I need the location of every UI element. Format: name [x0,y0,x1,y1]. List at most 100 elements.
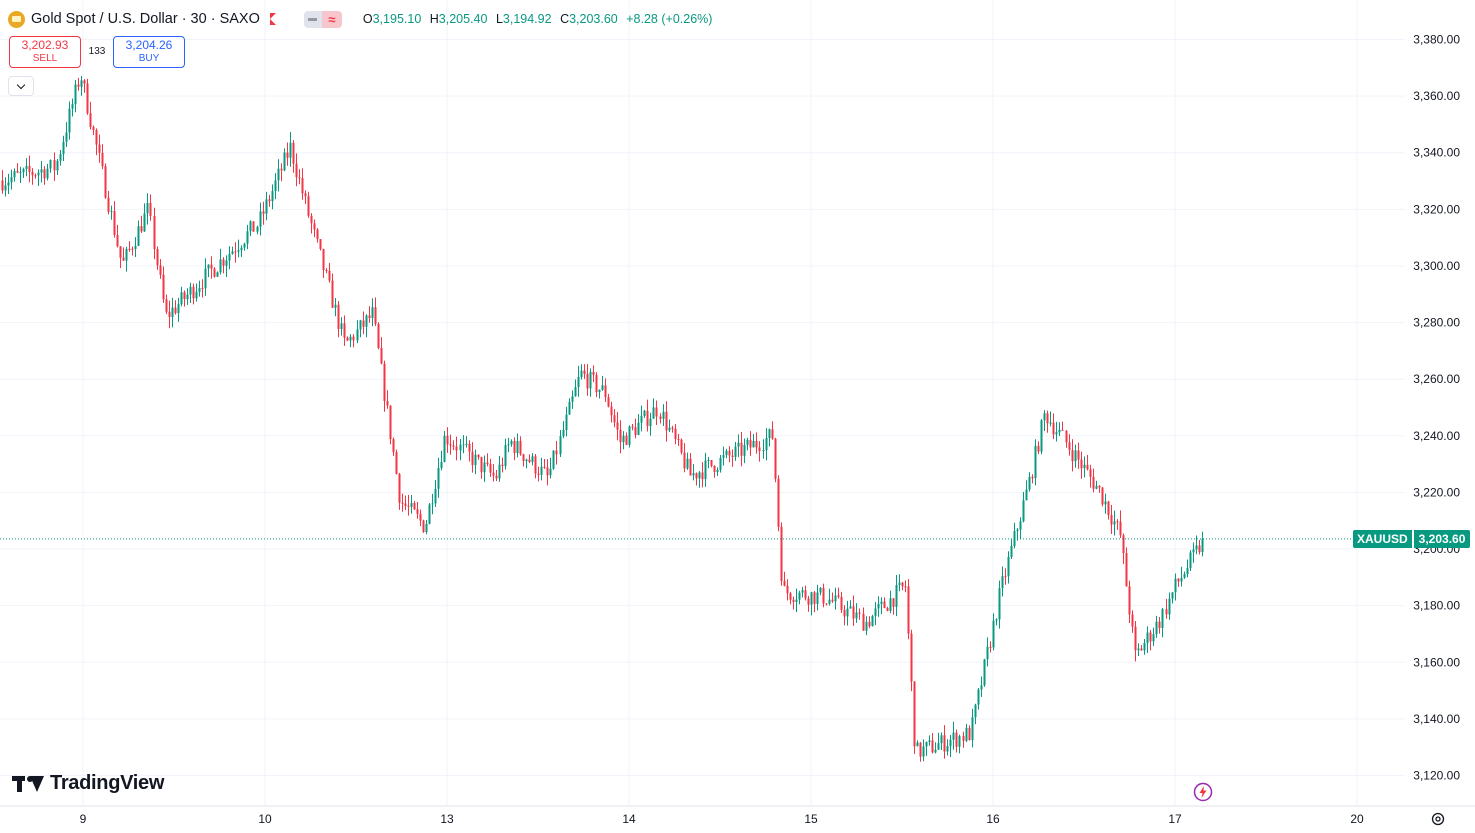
candle-body [304,193,307,197]
symbol-title[interactable]: Gold Spot / U.S. Dollar · 30 · SAXO [31,11,260,27]
candle-body [1016,529,1019,532]
candle-body [46,168,49,179]
candle-body [40,169,43,173]
candle-body [871,615,874,627]
minus-icon[interactable] [303,10,322,28]
candle-body [219,259,222,273]
time-axis[interactable]: 9 10 13 14 15 16 17 20 [80,812,1364,826]
candle-body [1165,609,1168,615]
candle-body [416,509,419,514]
candle-body [613,415,616,423]
candle-body [356,329,359,341]
candle-body [571,396,574,402]
candle-body [280,168,283,171]
candle-body [1125,552,1128,587]
candle-body [816,592,819,604]
candle-body [1137,648,1140,651]
candle-body [1113,521,1116,525]
market-closed-flag-icon[interactable] [269,13,276,25]
candle-body [116,234,119,247]
candle-body [892,598,895,607]
candle-body [80,80,83,87]
candle-body [446,435,449,445]
candle-body [222,259,225,266]
flash-icon[interactable] [1193,782,1213,802]
candle-body [749,439,752,448]
y-tick-label: 3,260.00 [1413,372,1460,386]
candle-body [25,165,28,169]
candle-body [1149,632,1152,642]
candle-body [895,584,898,607]
candle-body [655,407,658,417]
wave-icon[interactable]: ≈ [321,10,342,28]
candle-body [659,416,662,419]
candle-body [286,152,289,158]
candle-body [865,621,868,631]
candle-body [149,202,152,216]
candle-body [449,444,452,446]
candle-body [143,213,146,232]
tradingview-logo[interactable]: TradingView [12,772,164,795]
candle-body [586,373,589,389]
candle-body [240,247,243,251]
candle-body [34,175,37,177]
gear-icon[interactable] [1430,811,1446,827]
candle-body [534,456,537,474]
candle-body [56,160,59,171]
candle-body [7,182,10,186]
sell-button[interactable]: 3,202.93 SELL [9,35,81,68]
candle-body [840,596,843,610]
candle-body [434,488,437,504]
candle-body [874,608,877,616]
candle-body [177,304,180,314]
candle-body [174,307,177,314]
low-value: 3,194.92 [502,12,552,26]
candle-body [1140,648,1143,651]
candle-body [19,172,22,174]
candle-body [83,80,86,84]
candle-body [904,586,907,588]
candle-body [710,459,713,466]
indicator-pill[interactable]: ≈ [303,10,342,28]
candle-body [1004,576,1007,578]
candle-body [1107,501,1110,516]
candle-body [922,746,925,757]
candle-body [28,165,31,172]
candle-body [237,250,240,252]
candle-body [1034,445,1037,479]
candle-body [1180,577,1183,582]
last-price-symbol: XAUUSD [1353,529,1412,548]
candle-body [877,603,880,609]
candle-body [725,450,728,456]
candle-body [107,197,110,212]
x-tick-label: 20 [1350,812,1364,826]
candle-body [886,607,889,611]
candle-body [783,581,786,586]
price-axis[interactable]: 3,380.00 3,360.00 3,340.00 3,320.00 3,300.00… [1413,33,1460,783]
candle-body [489,464,492,473]
candle-body [431,503,434,505]
candle-body [407,505,410,507]
candle-body [1101,487,1104,505]
y-tick-label: 3,180.00 [1413,599,1460,613]
candle-body [758,447,761,452]
candle-body [328,270,331,281]
candle-body [65,132,68,142]
candle-body [213,268,216,277]
candle-body [325,270,328,272]
candle-body [419,513,422,521]
candle-body [365,315,368,327]
buy-button[interactable]: 3,204.26 BUY [113,35,185,68]
candle-body [998,588,1001,620]
y-tick-label: 3,240.00 [1413,429,1460,443]
candle-body [843,609,846,617]
candle-body [983,659,986,686]
candle-body [401,502,404,504]
candle-body [101,152,104,167]
candle-body [231,251,234,254]
candle-body [677,438,680,440]
high-value: 3,205.40 [438,12,488,26]
chart-legend: Gold Spot / U.S. Dollar · 30 · SAXO ≈ O3… [8,9,712,29]
collapse-legend-button[interactable] [8,76,34,96]
